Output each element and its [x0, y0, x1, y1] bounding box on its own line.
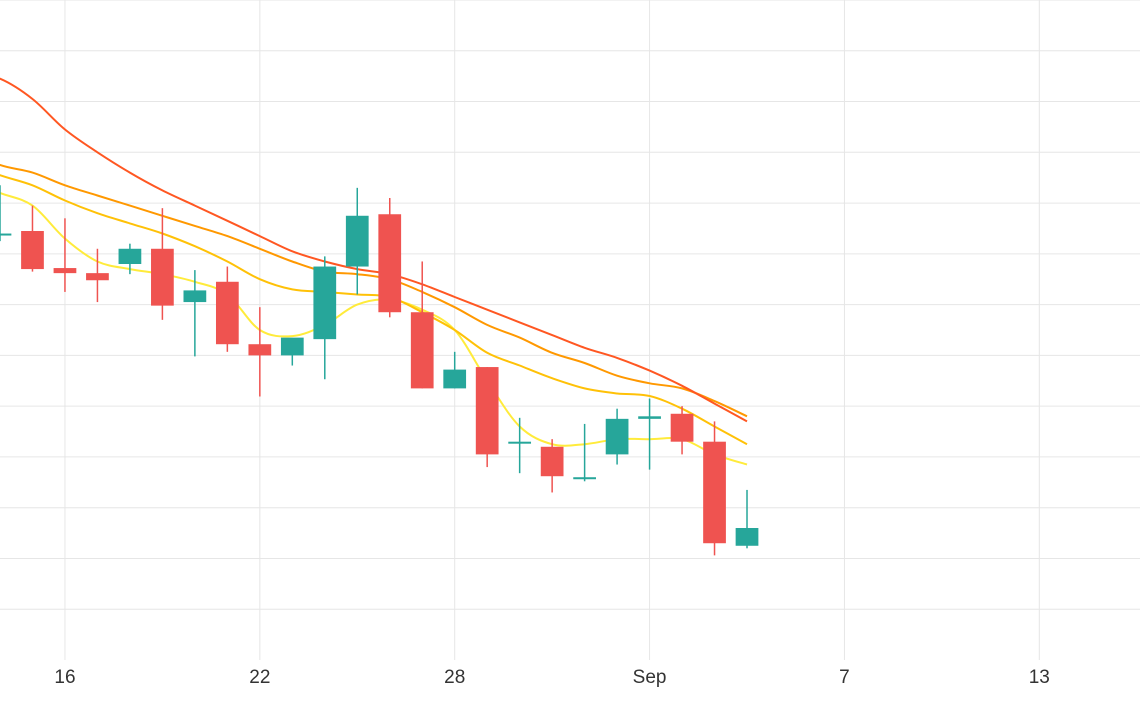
moving-averages-layer: [0, 77, 748, 466]
candle-up[interactable]: [573, 423, 596, 482]
candle-up[interactable]: [605, 408, 629, 465]
candle-body: [183, 290, 207, 303]
candle-body: [638, 416, 661, 419]
candle-body: [53, 268, 77, 274]
candle-up[interactable]: [638, 398, 661, 470]
candle-down[interactable]: [86, 248, 109, 303]
candle-down[interactable]: [248, 307, 272, 397]
candle-up[interactable]: [0, 185, 12, 242]
x-tick-label: 22: [249, 667, 270, 688]
candle-body: [443, 369, 467, 389]
candle-up[interactable]: [443, 351, 467, 389]
candle-body: [86, 273, 109, 281]
candle-body: [540, 446, 564, 477]
candle-body: [151, 248, 174, 306]
candle-body: [703, 441, 726, 544]
candle-down[interactable]: [53, 218, 77, 292]
candle-body: [345, 215, 369, 267]
candle-down[interactable]: [151, 208, 174, 320]
candle-body: [605, 418, 629, 455]
candle-up[interactable]: [735, 489, 759, 549]
candle-down[interactable]: [703, 421, 726, 556]
candle-body: [735, 528, 759, 546]
candle-down[interactable]: [540, 439, 564, 493]
candle-body: [378, 214, 402, 313]
x-tick-label: 28: [444, 667, 465, 688]
candle-body: [573, 477, 596, 480]
x-tick-label: 7: [839, 667, 850, 688]
candle-body: [670, 413, 694, 442]
x-tick-label: 13: [1029, 667, 1050, 688]
moving-average-line-ma_4: [0, 77, 748, 423]
x-tick-label: Sep: [633, 667, 667, 688]
candle-up[interactable]: [313, 256, 337, 380]
candle-down[interactable]: [215, 266, 239, 352]
candle-down[interactable]: [21, 205, 44, 272]
candle-body: [118, 248, 142, 264]
moving-average-line-ma_2: [0, 174, 748, 446]
candle-down[interactable]: [475, 367, 499, 468]
grid-layer: [0, 0, 1140, 660]
x-axis: 16 22 28 Sep 7 13: [54, 667, 1049, 688]
moving-average-line-ma_1: [0, 191, 748, 466]
candle-up[interactable]: [508, 417, 532, 474]
candle-up[interactable]: [280, 337, 304, 366]
candle-body: [215, 281, 239, 345]
candle-body: [410, 312, 434, 389]
candle-body: [313, 266, 337, 340]
candle-body: [0, 233, 12, 236]
candle-body: [21, 231, 44, 270]
moving-average-line-ma_3: [0, 163, 748, 418]
candle-up[interactable]: [183, 270, 207, 357]
candle-down[interactable]: [670, 406, 694, 455]
candles-layer: [0, 185, 759, 556]
candle-up[interactable]: [118, 243, 142, 275]
candle-body: [475, 367, 499, 455]
candle-body: [280, 337, 304, 356]
candle-up[interactable]: [345, 187, 369, 295]
candle-down[interactable]: [410, 261, 434, 389]
x-tick-label: 16: [54, 667, 75, 688]
candle-body: [248, 344, 272, 356]
candle-body: [508, 441, 532, 444]
candle-down[interactable]: [378, 198, 402, 318]
